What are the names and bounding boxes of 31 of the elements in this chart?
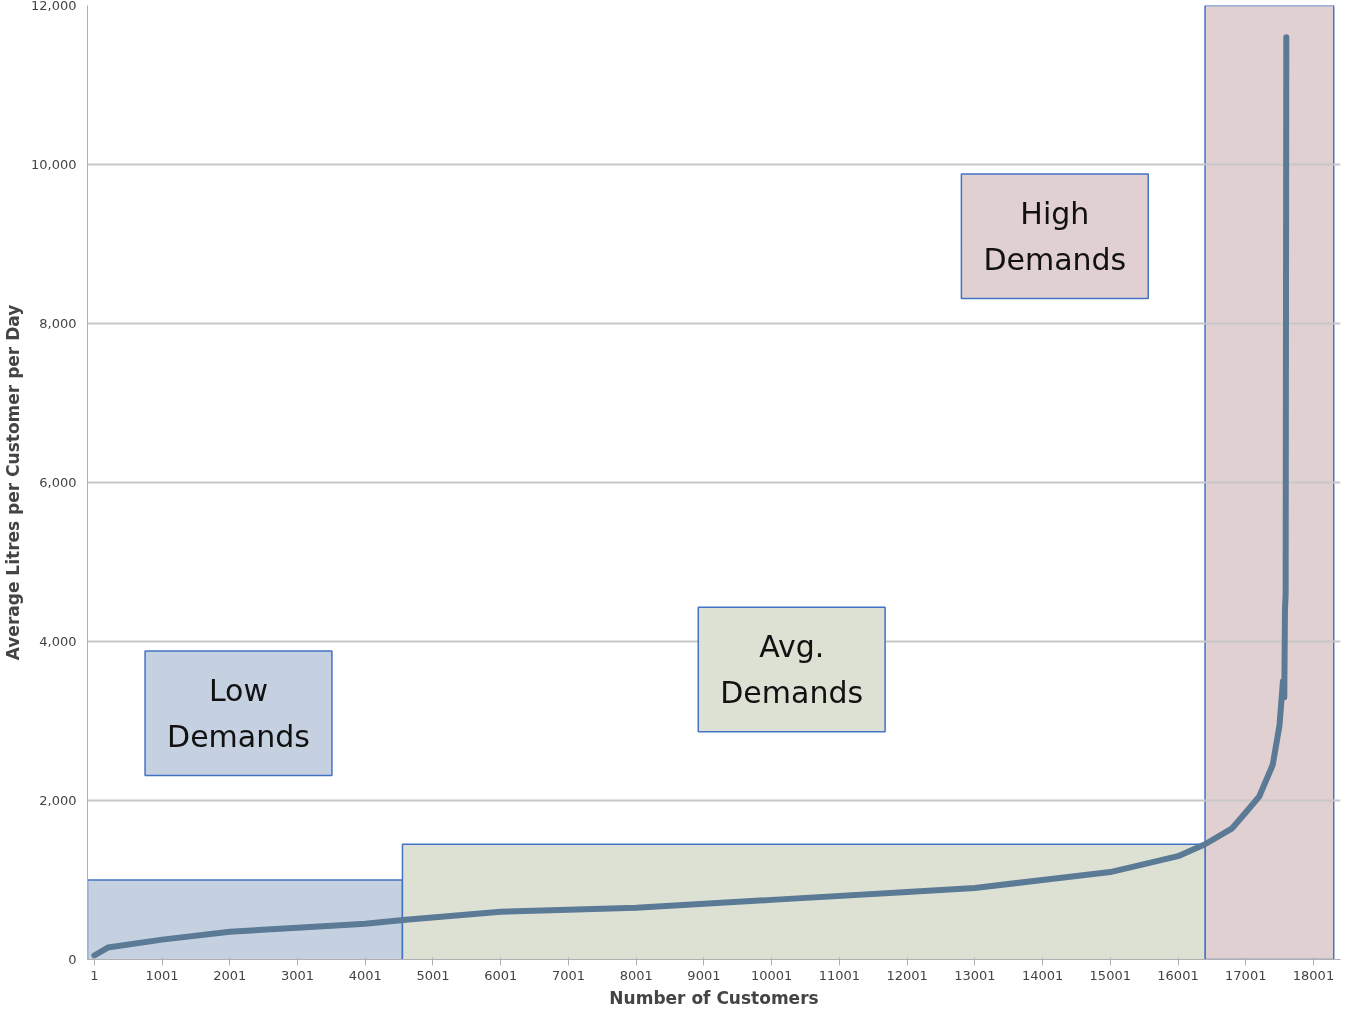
y-tick-label: 12,000 — [31, 0, 77, 13]
x-tick-label: 14001 — [1021, 967, 1064, 983]
y-tick-label: 2,000 — [39, 793, 77, 808]
x-tick-label: 2001 — [213, 967, 247, 983]
x-tick-label: 1 — [90, 967, 99, 983]
x-tick-label: 8001 — [619, 967, 653, 983]
x-tick-label: 13001 — [954, 967, 996, 983]
x-tick-label: 4001 — [348, 967, 382, 983]
x-tick-label: 15001 — [1089, 967, 1131, 983]
x-tick-label: 10001 — [750, 967, 793, 983]
y-tick-label: 0 — [68, 952, 77, 967]
x-tick-label: 3001 — [280, 967, 315, 983]
x-tick-label: 12001 — [886, 967, 928, 983]
y-tick-label: 6,000 — [39, 475, 77, 490]
x-axis-title: Number of Customers — [609, 987, 819, 1008]
x-tick-label: 1001 — [145, 967, 179, 983]
annotation: Avg. Demands — [720, 629, 864, 710]
x-tick-label: 17001 — [1225, 967, 1267, 983]
x-tick-label: 16001 — [1157, 967, 1199, 983]
x-tick-label: 6001 — [484, 967, 518, 983]
x-tick-label: 5001 — [416, 967, 450, 983]
annotation: Low Demands — [167, 673, 310, 754]
y-tick-label: 10,000 — [31, 157, 77, 172]
y-axis-title: Average Litres per Customer per Day — [3, 304, 24, 661]
annotation: High Demands — [983, 196, 1127, 277]
x-tick-label: 7001 — [551, 967, 585, 983]
x-tick-label: 9001 — [687, 967, 721, 983]
x-tick-label: 11001 — [818, 967, 861, 983]
y-tick-label: 8,000 — [39, 316, 77, 331]
y-tick-label: 4,000 — [39, 634, 77, 649]
x-tick-label: 18001 — [1292, 967, 1335, 983]
